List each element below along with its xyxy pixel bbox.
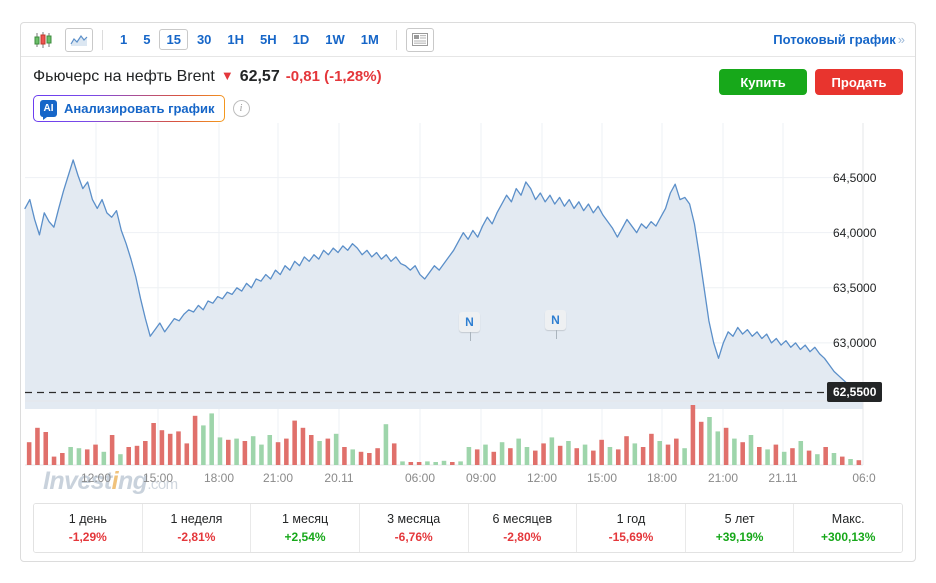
news-marker[interactable]: N bbox=[459, 312, 480, 341]
x-axis-label: 20.11 bbox=[324, 471, 354, 485]
x-axis-label: 06:00 bbox=[404, 471, 436, 485]
chart-area[interactable]: Investing.com 64,5000 64,0000 63,5000 63,00… bbox=[21, 123, 915, 495]
instrument-name: Фьючерс на нефть Brent bbox=[33, 68, 215, 85]
x-axis-label: 21:00 bbox=[262, 471, 294, 485]
period-value: +300,13% bbox=[820, 530, 876, 544]
title-row: Фьючерс на нефть Brent ▼ 62,57 -0,81 (-1… bbox=[33, 68, 903, 86]
timeframe-1[interactable]: 1 bbox=[120, 32, 128, 47]
investing-watermark: Investing.com bbox=[43, 467, 178, 496]
watermark-suffix: .com bbox=[147, 476, 178, 493]
period-label: 6 месяцев bbox=[492, 512, 553, 526]
x-axis-label: 18:00 bbox=[203, 471, 235, 485]
timeframe-15[interactable]: 15 bbox=[159, 29, 188, 50]
x-axis-label: 12:00 bbox=[80, 471, 112, 485]
chart-widget: 1 5 15 30 1H 5H 1D 1W 1M Потоковый графи… bbox=[20, 22, 916, 562]
period-cell[interactable]: 6 месяцев -2,80% bbox=[468, 504, 578, 552]
period-cell[interactable]: 1 неделя -2,81% bbox=[142, 504, 252, 552]
y-axis: 64,5000 64,0000 63,5000 63,0000 62,5500 bbox=[819, 123, 915, 495]
x-axis-label: 21:00 bbox=[707, 471, 739, 485]
last-price: 62,57 bbox=[239, 68, 280, 85]
area-chart-icon[interactable] bbox=[65, 27, 93, 52]
period-cell[interactable]: 1 месяц +2,54% bbox=[251, 504, 360, 552]
timeframe-1h[interactable]: 1H bbox=[227, 32, 245, 47]
analyze-chart-button[interactable]: AI Анализировать график bbox=[33, 95, 225, 122]
timeframe-1m[interactable]: 1M bbox=[360, 32, 379, 47]
period-label: 1 месяц bbox=[281, 512, 329, 526]
watermark-tail: ng bbox=[118, 467, 148, 495]
candlestick-icon[interactable] bbox=[29, 28, 57, 52]
price-chart[interactable] bbox=[21, 123, 915, 495]
period-value: -1,29% bbox=[68, 530, 107, 544]
sell-button[interactable]: Продать bbox=[815, 69, 903, 95]
period-cell[interactable]: 1 год -15,69% bbox=[577, 504, 686, 552]
x-axis-label: 09:00 bbox=[465, 471, 497, 485]
period-label: 3 месяца bbox=[387, 512, 441, 526]
period-value: -6,76% bbox=[394, 530, 433, 544]
timeframe-5[interactable]: 5 bbox=[143, 32, 151, 47]
performance-table: 1 день -1,29% 1 неделя -2,81% 1 месяц +2,54% 3… bbox=[33, 503, 903, 553]
period-label: 1 день bbox=[68, 512, 107, 526]
period-value: -15,69% bbox=[608, 530, 654, 544]
period-label: 5 лет bbox=[724, 512, 755, 526]
ai-row: AI Анализировать график i bbox=[33, 95, 903, 122]
instrument-header: Фьючерс на нефть Brent ▼ 62,57 -0,81 (-1… bbox=[21, 57, 915, 123]
x-axis-label: 12:00 bbox=[526, 471, 558, 485]
period-label: Макс. bbox=[831, 512, 865, 526]
news-layout-icon[interactable] bbox=[405, 27, 434, 52]
current-price-badge: 62,5500 bbox=[827, 382, 883, 403]
period-cell[interactable]: Макс. +300,13% bbox=[794, 504, 902, 552]
period-label: 1 неделя bbox=[170, 512, 223, 526]
y-axis-label: 64,0000 bbox=[833, 225, 877, 240]
streaming-chart-link[interactable]: Потоковый график» bbox=[773, 32, 905, 47]
ai-icon: AI bbox=[40, 100, 57, 120]
timeframe-1w[interactable]: 1W bbox=[325, 32, 345, 47]
watermark-dot: i bbox=[111, 467, 119, 495]
streaming-chart-label: Потоковый график bbox=[773, 32, 896, 47]
period-cell[interactable]: 3 месяца -6,76% bbox=[359, 504, 469, 552]
x-axis-label: 18:00 bbox=[646, 471, 678, 485]
period-value: -2,80% bbox=[503, 530, 542, 544]
timeframe-5h[interactable]: 5H bbox=[260, 32, 277, 47]
watermark-main: Invest bbox=[43, 467, 112, 495]
chevron-right-icon: » bbox=[897, 32, 905, 47]
y-axis-label: 64,5000 bbox=[833, 170, 877, 185]
x-axis-label: 15:00 bbox=[142, 471, 174, 485]
timeframe-1d[interactable]: 1D bbox=[292, 32, 310, 47]
period-value: +39,19% bbox=[715, 530, 764, 544]
y-axis-label: 63,0000 bbox=[833, 335, 877, 350]
period-value: +2,54% bbox=[284, 530, 326, 544]
timeframe-30[interactable]: 30 bbox=[196, 32, 212, 47]
period-value: -2,81% bbox=[177, 530, 216, 544]
period-cell[interactable]: 1 день -1,29% bbox=[34, 504, 143, 552]
news-marker[interactable]: N bbox=[545, 310, 566, 339]
chart-toolbar: 1 5 15 30 1H 5H 1D 1W 1M Потоковый графи… bbox=[21, 23, 915, 57]
toolbar-divider bbox=[102, 29, 103, 50]
x-axis-label: 06:0 bbox=[852, 471, 876, 485]
x-axis-label: 21.11 bbox=[768, 471, 798, 485]
period-label: 1 год bbox=[616, 512, 646, 526]
direction-down-icon: ▼ bbox=[220, 68, 234, 83]
buy-button[interactable]: Купить bbox=[719, 69, 807, 95]
y-axis-label: 63,5000 bbox=[833, 280, 877, 295]
analyze-chart-label: Анализировать график bbox=[64, 101, 215, 116]
x-axis-label: 15:00 bbox=[586, 471, 618, 485]
toolbar-divider-2 bbox=[395, 29, 397, 50]
info-icon[interactable]: i bbox=[232, 100, 250, 117]
price-change: -0,81 (-1,28%) bbox=[285, 68, 382, 85]
period-cell[interactable]: 5 лет +39,19% bbox=[685, 504, 795, 552]
timeframe-list: 1 5 15 30 1H 5H 1D 1W 1M bbox=[112, 29, 387, 50]
trade-buttons: Купить Продать bbox=[719, 69, 903, 95]
